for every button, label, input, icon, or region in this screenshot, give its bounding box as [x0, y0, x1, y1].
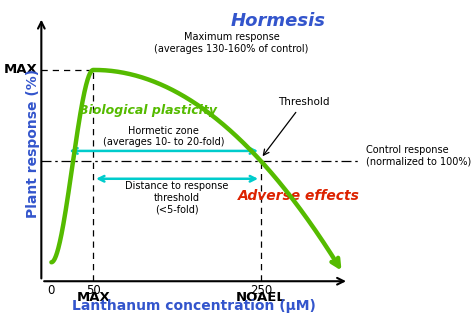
Text: 250: 250: [250, 284, 272, 297]
Text: Adverse effects: Adverse effects: [237, 189, 359, 203]
Text: Distance to response
threshold
(<5-fold): Distance to response threshold (<5-fold): [126, 181, 229, 215]
Text: Lanthanum concentration (μM): Lanthanum concentration (μM): [72, 299, 316, 313]
Text: Hormetic zone
(averages 10- to 20-fold): Hormetic zone (averages 10- to 20-fold): [103, 126, 224, 147]
Text: MAX: MAX: [76, 291, 110, 304]
Text: Maximum response
(averages 130-160% of control): Maximum response (averages 130-160% of c…: [155, 32, 309, 54]
Text: Hormesis: Hormesis: [230, 12, 325, 30]
Text: Threshold: Threshold: [264, 97, 329, 155]
Text: Biological plasticity: Biological plasticity: [79, 104, 217, 117]
Text: Plant response (%): Plant response (%): [26, 69, 40, 218]
Text: Control response
(normalized to 100%): Control response (normalized to 100%): [365, 145, 471, 167]
Text: NOAEL: NOAEL: [236, 291, 286, 304]
Text: 0: 0: [48, 284, 55, 297]
Text: MAX: MAX: [4, 63, 38, 77]
Text: 50: 50: [86, 284, 100, 297]
